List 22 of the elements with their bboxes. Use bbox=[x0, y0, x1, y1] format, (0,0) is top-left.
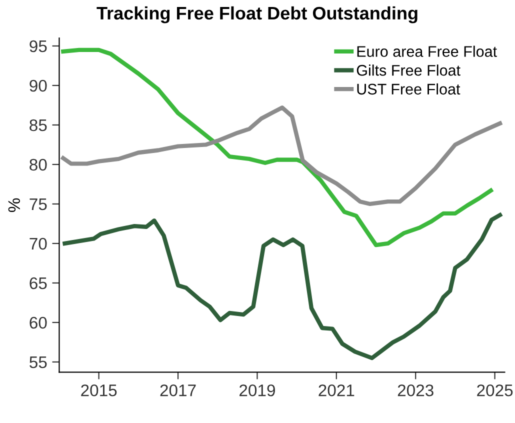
chart-title: Tracking Free Float Debt Outstanding bbox=[96, 6, 418, 24]
legend-label: Euro area Free Float bbox=[357, 46, 497, 57]
y-tick-label: 75 bbox=[30, 198, 47, 210]
line-series bbox=[62, 212, 502, 360]
y-axis-title: % bbox=[8, 198, 20, 212]
y-tick-label: 90 bbox=[30, 80, 47, 92]
legend-label: UST Free Float bbox=[357, 83, 460, 95]
x-tick-label: 2023 bbox=[398, 384, 434, 396]
x-tick-label: 2017 bbox=[160, 384, 196, 396]
legend-label: Gilts Free Float bbox=[356, 64, 460, 76]
x-tick-label: 2019 bbox=[240, 384, 275, 396]
x-tick-label: 2021 bbox=[318, 384, 354, 396]
y-tick-label: 95 bbox=[30, 40, 47, 52]
y-tick-label: 70 bbox=[30, 238, 47, 250]
y-tick-label: 65 bbox=[30, 277, 47, 290]
y-tick-label: 60 bbox=[30, 316, 47, 329]
y-tick-label: 80 bbox=[30, 158, 47, 171]
y-tick-label: 55 bbox=[30, 356, 47, 368]
x-tick-label: 2015 bbox=[81, 384, 117, 396]
x-tick-label: 2025 bbox=[477, 384, 513, 396]
line-series bbox=[61, 106, 502, 206]
y-tick-label: 85 bbox=[30, 119, 47, 132]
